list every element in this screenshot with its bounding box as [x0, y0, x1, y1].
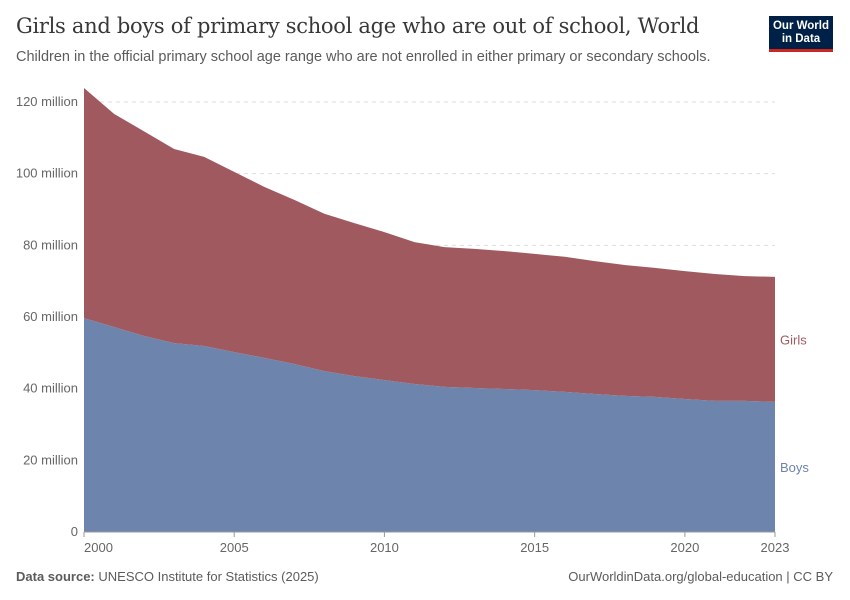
- x-tick-label: 2000: [84, 540, 113, 555]
- y-tick-label: 40 million: [23, 381, 78, 396]
- legend-label-girls: Girls: [780, 332, 807, 347]
- y-tick-label: 0: [71, 524, 78, 539]
- chart-title: Girls and boys of primary school age who…: [16, 14, 700, 38]
- footer-link[interactable]: OurWorldinData.org/global-education | CC…: [568, 569, 833, 584]
- y-tick-label: 120 million: [16, 94, 78, 109]
- y-tick-label: 60 million: [23, 309, 78, 324]
- chart-subtitle: Children in the official primary school …: [16, 49, 711, 65]
- x-tick-label: 2015: [520, 540, 549, 555]
- x-tick-label: 2010: [370, 540, 399, 555]
- owid-logo[interactable]: Our World in Data: [769, 16, 833, 52]
- source-text: UNESCO Institute for Statistics (2025): [98, 569, 319, 584]
- x-tick-label: 2023: [761, 540, 790, 555]
- x-tick-label: 2020: [670, 540, 699, 555]
- legend-label-boys: Boys: [780, 460, 809, 475]
- y-tick-label: 100 million: [16, 166, 78, 181]
- y-tick-label: 20 million: [23, 452, 78, 467]
- data-source: Data source: UNESCO Institute for Statis…: [16, 569, 319, 584]
- area-boys: [84, 318, 775, 532]
- y-tick-label: 80 million: [23, 237, 78, 252]
- x-tick-label: 2005: [220, 540, 249, 555]
- area-girls: [84, 88, 775, 402]
- source-label: Data source:: [16, 569, 95, 584]
